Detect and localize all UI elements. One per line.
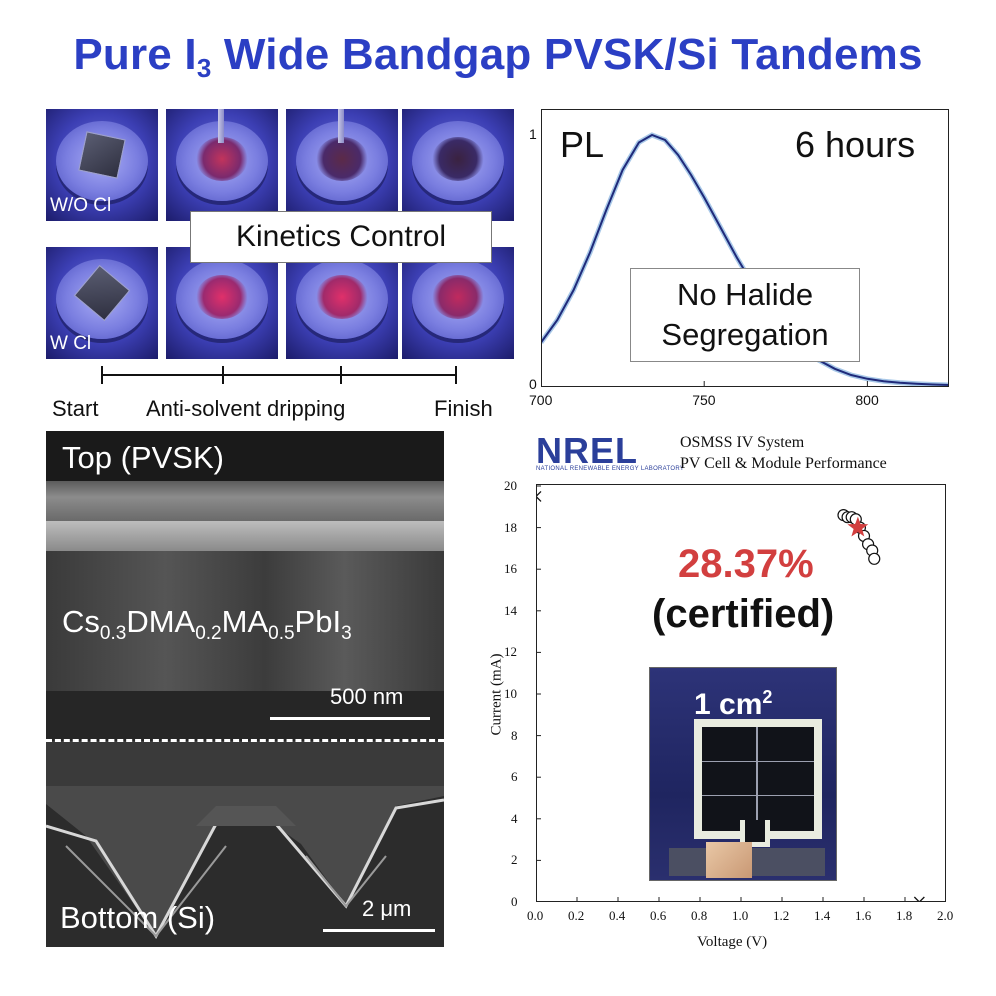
iv-frame <box>536 484 946 902</box>
nrel-logo-subtitle: NATIONAL RENEWABLE ENERGY LABORATORY <box>536 466 685 472</box>
pl-frame <box>541 109 949 387</box>
pl-time-annotation: 6 hours <box>795 124 916 165</box>
timeline-tick-finish <box>455 366 457 384</box>
photo-w-cl-finish <box>402 247 514 359</box>
perovskite-composition: Cs0.3DMA0.2MA0.5PbI3 <box>62 604 352 645</box>
scale-bar-top <box>270 717 430 720</box>
iv-x-tick-label: 1.6 <box>855 908 872 923</box>
photo-wo-cl-start: W/O Cl <box>46 109 158 221</box>
y-axis-label: Current (mA) <box>488 653 505 736</box>
timeline-start-label: Start <box>52 396 99 421</box>
pl-title: PL <box>560 124 605 165</box>
iv-x-tick-label: 1.2 <box>773 908 790 923</box>
row-label-wo-cl: W/O Cl <box>50 195 112 216</box>
cell-contact <box>706 842 752 878</box>
pl-x-tick-label: 700 <box>529 392 553 408</box>
iv-x-tick-label: 1.8 <box>896 908 913 923</box>
iv-y-tick-label: 4 <box>511 810 518 826</box>
iv-endpoint-marker <box>913 896 925 902</box>
efficiency-value: 28.37% <box>678 542 814 586</box>
iv-y-tick-label: 18 <box>504 519 517 535</box>
iv-y-tick-label: 10 <box>504 686 517 701</box>
timeline-axis <box>102 374 456 376</box>
certification-label: (certified) <box>652 592 835 636</box>
iv-x-tick-label: 1.0 <box>732 908 749 923</box>
pl-x-tick-label: 750 <box>692 392 716 408</box>
sem-bottom-label: Bottom (Si) <box>60 900 216 935</box>
nrel-logo: NREL <box>536 430 638 471</box>
iv-x-tick-label: 0.0 <box>527 908 544 923</box>
photo-w-cl-start: W Cl <box>46 247 158 359</box>
iv-x-tick-label: 0.6 <box>650 908 667 923</box>
x-axis-label: Voltage (V) <box>697 934 768 950</box>
pl-y-tick-label: 1 <box>529 126 537 142</box>
iv-endpoint-marker <box>536 490 542 502</box>
scale-bar-bottom <box>323 929 435 932</box>
timeline-tick-drip1 <box>222 366 224 384</box>
system-subtitle: PV Cell & Module Performance <box>680 455 887 472</box>
timeline-tick-start <box>101 366 103 384</box>
timeline-tick-drip2 <box>340 366 342 384</box>
pl-y-tick-label: 0 <box>529 376 537 392</box>
timeline-end-label: Finish <box>434 396 493 421</box>
dashed-divider <box>46 739 444 742</box>
iv-y-tick-label: 14 <box>504 602 517 618</box>
pl-x-tick-label: 800 <box>855 392 879 408</box>
photo-w-cl-drip2 <box>286 247 398 359</box>
photo-wo-cl-drip2 <box>286 109 398 221</box>
iv-y-tick-label: 20 <box>504 478 517 493</box>
iv-x-tick-label: 0.4 <box>609 908 626 923</box>
iv-x-tick-label: 0.2 <box>568 908 585 923</box>
annotation-line-1: No Halide <box>676 277 814 312</box>
iv-x-tick-label: 0.8 <box>691 908 708 923</box>
iv-x-tick-label: 1.4 <box>814 908 831 923</box>
sem-top-label: Top (PVSK) <box>62 440 224 475</box>
photo-wo-cl-finish <box>402 109 514 221</box>
scale-bar-top-label: 500 nm <box>330 684 404 709</box>
timeline-middle-label: Anti-solvent dripping <box>146 396 346 421</box>
iv-y-tick-label: 2 <box>511 852 518 868</box>
iv-y-tick-label: 16 <box>504 561 517 577</box>
max-power-point-star <box>847 516 869 537</box>
si-pyramids <box>46 786 444 947</box>
photo-wo-cl-drip1 <box>166 109 278 221</box>
pl-curve <box>541 133 949 386</box>
kinetics-control-label: Kinetics Control <box>190 211 492 263</box>
sem-cross-section <box>46 431 444 947</box>
iv-y-tick-label: 12 <box>504 644 517 660</box>
cell-area-label: 1 cm2 <box>694 687 773 721</box>
iv-y-tick-label: 6 <box>511 769 518 785</box>
system-name: OSMSS IV System <box>680 434 805 451</box>
row-label-w-cl: W Cl <box>50 333 92 354</box>
iv-x-tick-label: 2.0 <box>937 908 954 923</box>
page-title: Pure I3 Wide Bandgap PVSK/Si Tandems <box>73 30 923 83</box>
photo-w-cl-drip1 <box>166 247 278 359</box>
iv-y-tick-label: 0 <box>511 894 518 909</box>
no-halide-annotation: No Halide Segregation <box>630 268 860 362</box>
iv-y-tick-label: 8 <box>511 727 518 743</box>
scale-bar-bottom-label: 2 μm <box>362 896 412 921</box>
iv-data-point <box>868 552 881 565</box>
annotation-line-2: Segregation <box>661 317 829 352</box>
